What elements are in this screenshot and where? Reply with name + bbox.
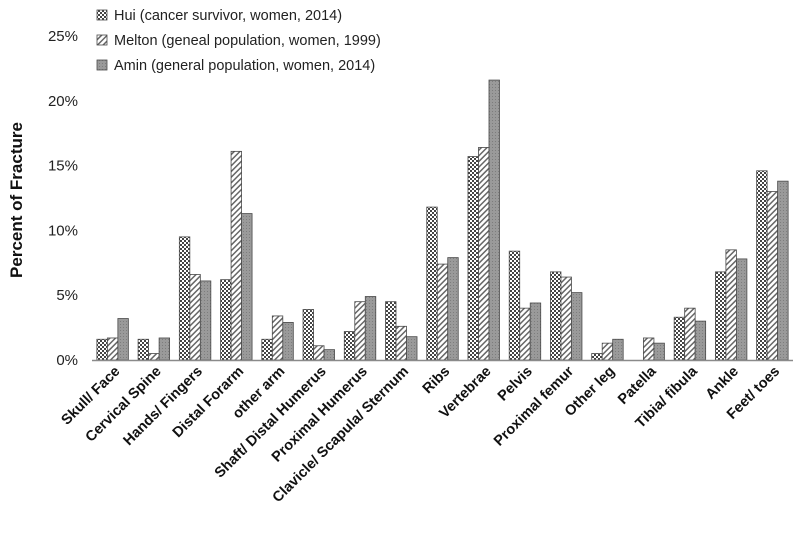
legend: Hui (cancer survivor, women, 2014) Melton… [96,8,381,74]
bar-checker [96,338,108,361]
y-tick-label: 0% [56,352,78,369]
bar-checker [302,309,314,361]
bar-hatch [189,274,201,361]
bar-hatch [478,147,490,361]
bar-checker [591,353,603,361]
x-tick-label: Ankle [703,364,742,403]
bar-checker [178,236,191,361]
bar-checker [343,331,356,361]
bar-solid [777,180,789,361]
legend-swatch [96,59,108,71]
bars [96,79,789,361]
bar-solid [735,258,748,361]
bar-solid [694,320,707,361]
bar-solid [653,342,665,361]
bar-checker [756,170,768,361]
y-tick-label: 5% [56,287,78,304]
legend-swatch [96,34,108,46]
y-tick-label: 25% [48,28,78,45]
bar-solid [241,213,253,361]
legend-label: Amin (general population, women, 2014) [114,58,375,74]
bar-checker [714,271,727,361]
bar-solid [323,349,335,361]
bar-solid [529,302,542,361]
bar-solid [282,322,294,361]
y-tick-label: 10% [48,222,78,239]
bar-hatch [725,249,737,361]
bar-hatch [106,337,119,361]
bar-checker [220,279,232,361]
bar-hatch [684,307,696,361]
bar-checker [385,301,397,361]
bar-hatch [519,307,531,361]
bar-solid [117,318,129,361]
bar-solid [406,336,418,361]
bar-hatch [271,315,284,361]
bar-solid [158,337,171,361]
x-tick-label: Ribs [420,364,454,398]
bar-solid [488,79,500,361]
legend-label: Melton (geneal population, women, 1999) [114,33,381,49]
y-tick-label: 20% [48,93,78,110]
bar-hatch [560,276,572,361]
y-axis: 0% 5% 10% 15% 20% 25% [48,28,78,369]
bar-hatch [643,337,655,361]
y-tick-label: 15% [48,158,78,175]
bar-checker [467,156,479,361]
bar-hatch [436,263,449,361]
bar-checker [508,250,521,361]
bar-hatch [395,325,407,361]
bar-hatch [148,353,160,361]
legend-swatch [96,9,108,21]
bar-solid [571,292,583,361]
bar-solid [612,338,624,361]
bar-hatch [601,342,614,361]
bar-solid [364,296,377,361]
bar-checker [673,316,686,361]
x-tick-label: Distal Forarm [170,364,247,441]
y-axis-title: Percent of Fracture [7,122,26,278]
bar-checker [137,338,150,361]
bar-checker [426,206,438,361]
bar-solid [199,280,212,361]
bar-hatch [313,345,325,361]
bar-hatch [766,191,779,361]
bar-solid [447,257,459,361]
bar-checker [261,338,273,361]
bar-hatch [354,301,366,361]
legend-label: Hui (cancer survivor, women, 2014) [114,8,342,24]
bar-checker [550,271,562,361]
bar-hatch [230,150,242,361]
